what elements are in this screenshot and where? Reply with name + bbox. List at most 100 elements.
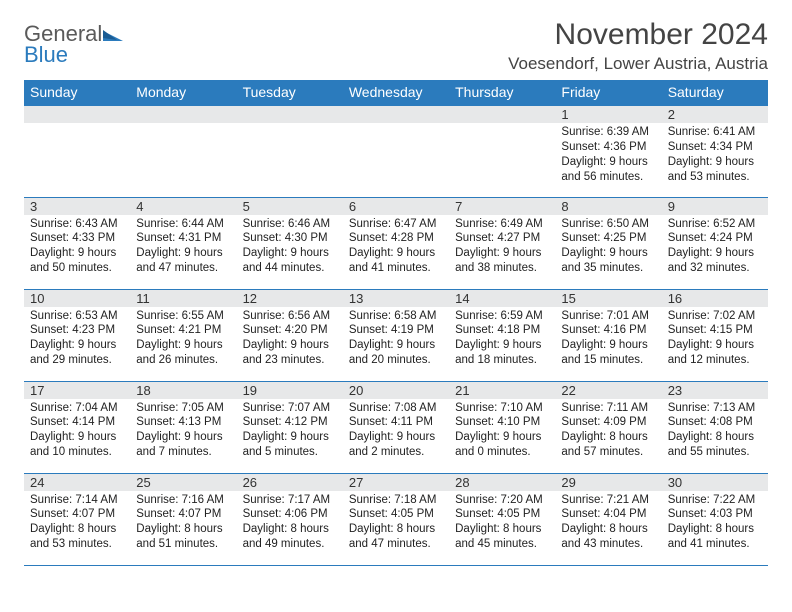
day-number: 16 <box>662 290 768 307</box>
day-number: 8 <box>555 198 661 215</box>
day-number: 13 <box>343 290 449 307</box>
day-details: Sunrise: 7:17 AMSunset: 4:06 PMDaylight:… <box>237 491 343 553</box>
calendar-cell: 30Sunrise: 7:22 AMSunset: 4:03 PMDayligh… <box>662 473 768 565</box>
day-details: Sunrise: 7:22 AMSunset: 4:03 PMDaylight:… <box>662 491 768 553</box>
calendar-cell: 15Sunrise: 7:01 AMSunset: 4:16 PMDayligh… <box>555 289 661 381</box>
day-number: 12 <box>237 290 343 307</box>
calendar-cell: 12Sunrise: 6:56 AMSunset: 4:20 PMDayligh… <box>237 289 343 381</box>
calendar-row: 1Sunrise: 6:39 AMSunset: 4:36 PMDaylight… <box>24 105 768 197</box>
cell-inner: 13Sunrise: 6:58 AMSunset: 4:19 PMDayligh… <box>343 290 449 373</box>
day-number: 29 <box>555 474 661 491</box>
cell-inner: 23Sunrise: 7:13 AMSunset: 4:08 PMDayligh… <box>662 382 768 465</box>
day-details: Sunrise: 7:07 AMSunset: 4:12 PMDaylight:… <box>237 399 343 461</box>
cell-inner: 15Sunrise: 7:01 AMSunset: 4:16 PMDayligh… <box>555 290 661 373</box>
calendar-row: 3Sunrise: 6:43 AMSunset: 4:33 PMDaylight… <box>24 197 768 289</box>
brand-text: General Blue <box>24 24 123 66</box>
day-number: 23 <box>662 382 768 399</box>
cell-inner: 25Sunrise: 7:16 AMSunset: 4:07 PMDayligh… <box>130 474 236 557</box>
calendar-cell: 1Sunrise: 6:39 AMSunset: 4:36 PMDaylight… <box>555 105 661 197</box>
day-number: 9 <box>662 198 768 215</box>
calendar-cell: 4Sunrise: 6:44 AMSunset: 4:31 PMDaylight… <box>130 197 236 289</box>
calendar-cell: 23Sunrise: 7:13 AMSunset: 4:08 PMDayligh… <box>662 381 768 473</box>
cell-inner: 8Sunrise: 6:50 AMSunset: 4:25 PMDaylight… <box>555 198 661 281</box>
day-number: 14 <box>449 290 555 307</box>
day-details: Sunrise: 6:43 AMSunset: 4:33 PMDaylight:… <box>24 215 130 277</box>
day-number: 11 <box>130 290 236 307</box>
day-number: 30 <box>662 474 768 491</box>
calendar-cell: 29Sunrise: 7:21 AMSunset: 4:04 PMDayligh… <box>555 473 661 565</box>
title-block: November 2024 Voesendorf, Lower Austria,… <box>508 18 768 74</box>
calendar-cell <box>130 105 236 197</box>
calendar-cell <box>449 105 555 197</box>
calendar-body: 1Sunrise: 6:39 AMSunset: 4:36 PMDaylight… <box>24 105 768 565</box>
cell-inner: 19Sunrise: 7:07 AMSunset: 4:12 PMDayligh… <box>237 382 343 465</box>
day-details: Sunrise: 7:05 AMSunset: 4:13 PMDaylight:… <box>130 399 236 461</box>
empty-day <box>343 106 449 123</box>
day-details: Sunrise: 7:16 AMSunset: 4:07 PMDaylight:… <box>130 491 236 553</box>
day-details: Sunrise: 7:21 AMSunset: 4:04 PMDaylight:… <box>555 491 661 553</box>
day-number: 2 <box>662 106 768 123</box>
cell-inner: 21Sunrise: 7:10 AMSunset: 4:10 PMDayligh… <box>449 382 555 465</box>
cell-inner: 29Sunrise: 7:21 AMSunset: 4:04 PMDayligh… <box>555 474 661 557</box>
day-details: Sunrise: 6:56 AMSunset: 4:20 PMDaylight:… <box>237 307 343 369</box>
cell-inner: 20Sunrise: 7:08 AMSunset: 4:11 PMDayligh… <box>343 382 449 465</box>
brand-line2: Blue <box>24 42 68 67</box>
day-number: 22 <box>555 382 661 399</box>
calendar-cell: 17Sunrise: 7:04 AMSunset: 4:14 PMDayligh… <box>24 381 130 473</box>
cell-inner: 6Sunrise: 6:47 AMSunset: 4:28 PMDaylight… <box>343 198 449 281</box>
day-details: Sunrise: 6:58 AMSunset: 4:19 PMDaylight:… <box>343 307 449 369</box>
day-number: 6 <box>343 198 449 215</box>
col-thursday: Thursday <box>449 80 555 105</box>
cell-inner: 24Sunrise: 7:14 AMSunset: 4:07 PMDayligh… <box>24 474 130 557</box>
cell-inner: 17Sunrise: 7:04 AMSunset: 4:14 PMDayligh… <box>24 382 130 465</box>
day-header-row: Sunday Monday Tuesday Wednesday Thursday… <box>24 80 768 105</box>
calendar-cell <box>24 105 130 197</box>
calendar-row: 17Sunrise: 7:04 AMSunset: 4:14 PMDayligh… <box>24 381 768 473</box>
calendar-cell: 28Sunrise: 7:20 AMSunset: 4:05 PMDayligh… <box>449 473 555 565</box>
day-number: 21 <box>449 382 555 399</box>
day-number: 18 <box>130 382 236 399</box>
cell-inner: 9Sunrise: 6:52 AMSunset: 4:24 PMDaylight… <box>662 198 768 281</box>
day-number: 27 <box>343 474 449 491</box>
day-details: Sunrise: 7:10 AMSunset: 4:10 PMDaylight:… <box>449 399 555 461</box>
calendar-row: 24Sunrise: 7:14 AMSunset: 4:07 PMDayligh… <box>24 473 768 565</box>
cell-inner: 22Sunrise: 7:11 AMSunset: 4:09 PMDayligh… <box>555 382 661 465</box>
header: General Blue November 2024 Voesendorf, L… <box>24 18 768 74</box>
day-number: 5 <box>237 198 343 215</box>
calendar-cell: 10Sunrise: 6:53 AMSunset: 4:23 PMDayligh… <box>24 289 130 381</box>
calendar-cell: 9Sunrise: 6:52 AMSunset: 4:24 PMDaylight… <box>662 197 768 289</box>
col-monday: Monday <box>130 80 236 105</box>
cell-inner: 14Sunrise: 6:59 AMSunset: 4:18 PMDayligh… <box>449 290 555 373</box>
calendar-cell <box>343 105 449 197</box>
calendar-cell: 16Sunrise: 7:02 AMSunset: 4:15 PMDayligh… <box>662 289 768 381</box>
day-details: Sunrise: 6:44 AMSunset: 4:31 PMDaylight:… <box>130 215 236 277</box>
calendar-cell: 18Sunrise: 7:05 AMSunset: 4:13 PMDayligh… <box>130 381 236 473</box>
cell-inner: 27Sunrise: 7:18 AMSunset: 4:05 PMDayligh… <box>343 474 449 557</box>
calendar-cell: 21Sunrise: 7:10 AMSunset: 4:10 PMDayligh… <box>449 381 555 473</box>
col-tuesday: Tuesday <box>237 80 343 105</box>
day-number: 7 <box>449 198 555 215</box>
brand-logo: General Blue <box>24 18 123 66</box>
calendar-cell: 13Sunrise: 6:58 AMSunset: 4:19 PMDayligh… <box>343 289 449 381</box>
day-details: Sunrise: 6:41 AMSunset: 4:34 PMDaylight:… <box>662 123 768 185</box>
cell-inner: 11Sunrise: 6:55 AMSunset: 4:21 PMDayligh… <box>130 290 236 373</box>
col-friday: Friday <box>555 80 661 105</box>
calendar-cell: 22Sunrise: 7:11 AMSunset: 4:09 PMDayligh… <box>555 381 661 473</box>
day-number: 28 <box>449 474 555 491</box>
cell-inner: 4Sunrise: 6:44 AMSunset: 4:31 PMDaylight… <box>130 198 236 281</box>
day-number: 1 <box>555 106 661 123</box>
day-number: 25 <box>130 474 236 491</box>
day-details: Sunrise: 6:47 AMSunset: 4:28 PMDaylight:… <box>343 215 449 277</box>
day-number: 19 <box>237 382 343 399</box>
col-sunday: Sunday <box>24 80 130 105</box>
day-number: 15 <box>555 290 661 307</box>
calendar-cell: 6Sunrise: 6:47 AMSunset: 4:28 PMDaylight… <box>343 197 449 289</box>
empty-day <box>237 106 343 123</box>
col-wednesday: Wednesday <box>343 80 449 105</box>
flag-icon <box>103 21 123 46</box>
calendar-cell: 8Sunrise: 6:50 AMSunset: 4:25 PMDaylight… <box>555 197 661 289</box>
day-details: Sunrise: 6:55 AMSunset: 4:21 PMDaylight:… <box>130 307 236 369</box>
calendar-cell: 7Sunrise: 6:49 AMSunset: 4:27 PMDaylight… <box>449 197 555 289</box>
day-number: 24 <box>24 474 130 491</box>
day-details: Sunrise: 7:01 AMSunset: 4:16 PMDaylight:… <box>555 307 661 369</box>
